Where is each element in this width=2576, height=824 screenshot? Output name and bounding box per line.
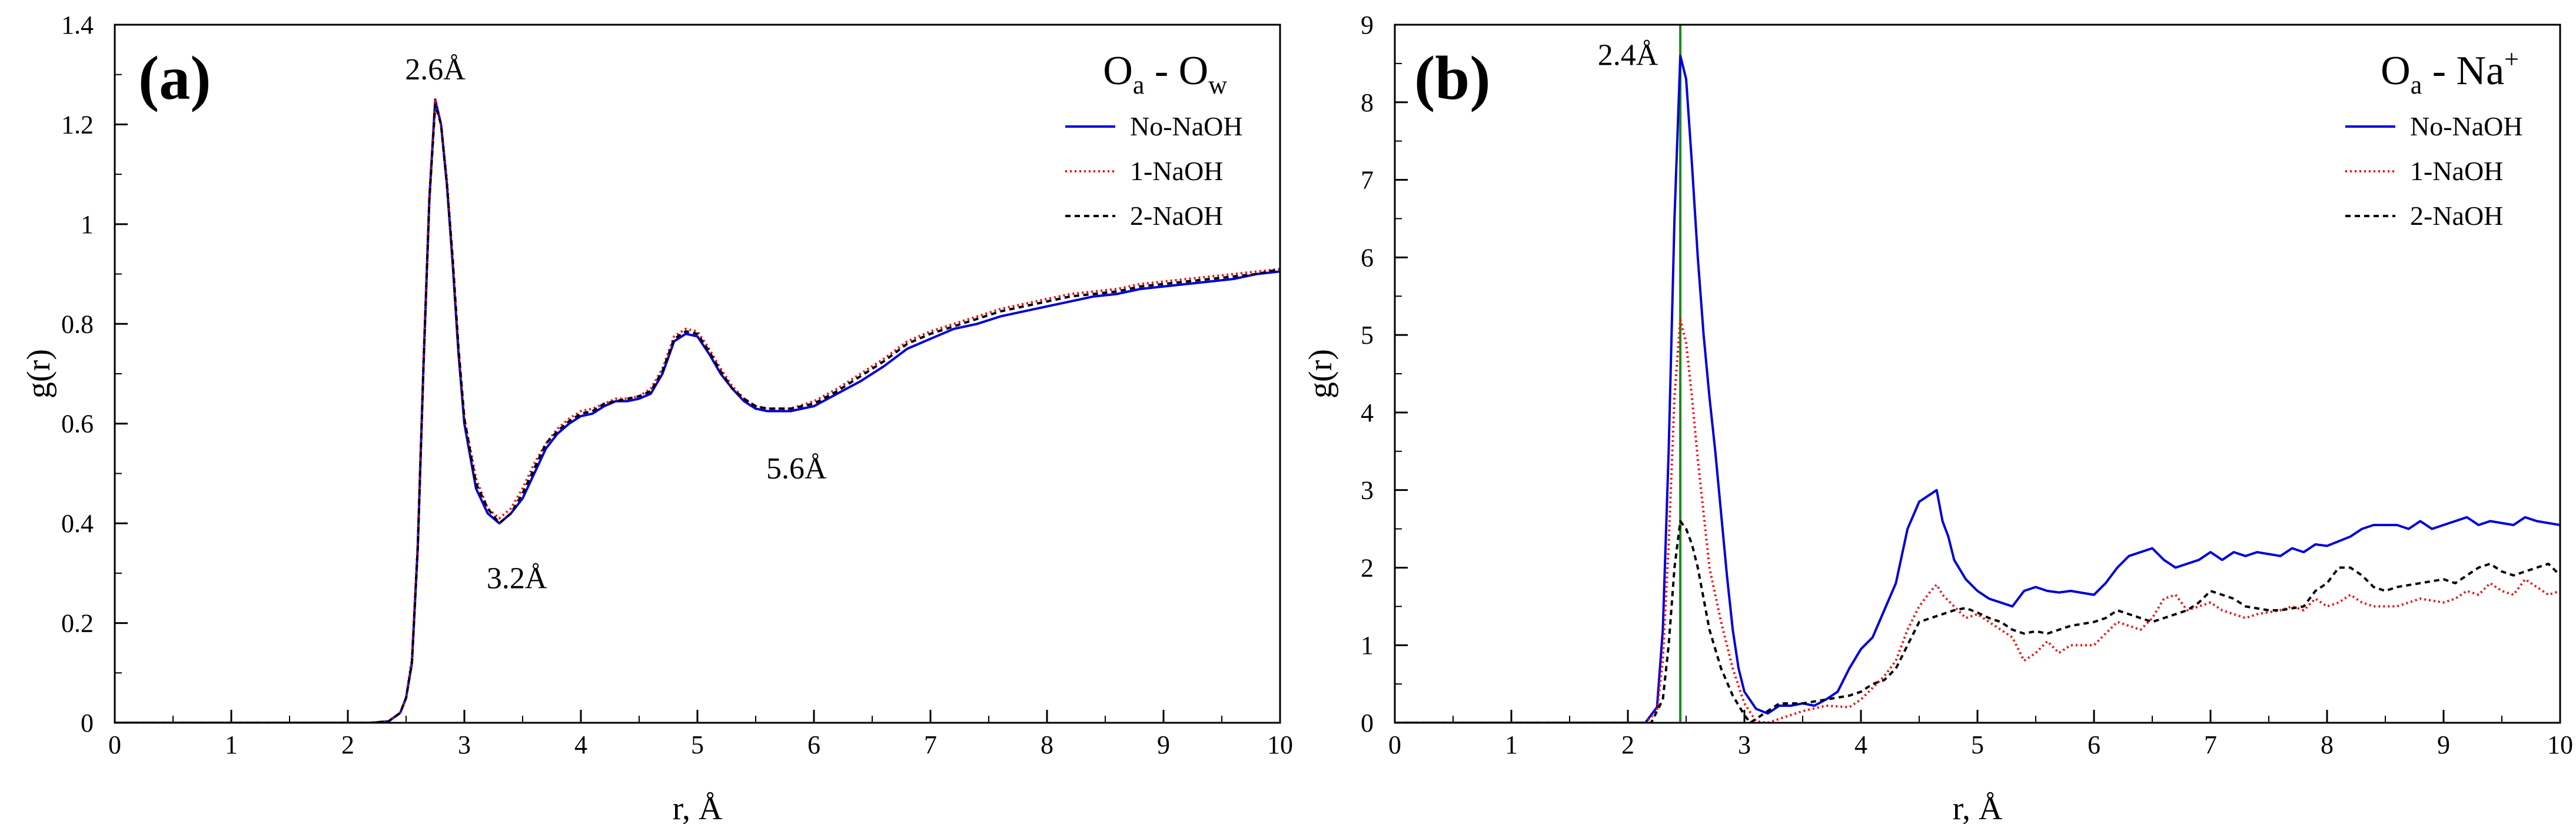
x-tick-label: 8 xyxy=(2321,730,2334,759)
peak-annotation: 2.6Å xyxy=(405,53,466,87)
y-tick-label: 7 xyxy=(1361,166,1374,195)
x-tick-label: 7 xyxy=(2204,730,2217,759)
x-tick-label: 3 xyxy=(458,730,471,759)
plot-frame xyxy=(114,24,1281,724)
legend-label-2-naoh: 2-NaOH xyxy=(2410,201,2503,231)
y-tick-label: 8 xyxy=(1361,88,1374,117)
y-axis-label: g(r) xyxy=(1302,349,1339,398)
title-part: - xyxy=(1144,48,1178,94)
x-tick-label: 4 xyxy=(1854,730,1867,759)
panel-a: 0 1 2 3 4 5 6 7 8 9 10 0 0.2 0.4 0.6 0.8 1 1.2 1.4 (a) r, … xyxy=(21,11,1293,824)
series-line-1-naoh xyxy=(1395,318,2560,723)
legend-label-1-naoh: 1-NaOH xyxy=(1130,156,1223,186)
title-part: O xyxy=(1103,48,1133,94)
y-tick-label: 2 xyxy=(1361,553,1374,582)
series-line-1-naoh xyxy=(115,98,1280,723)
y-axis-label: g(r) xyxy=(21,349,57,398)
x-tick-label: 10 xyxy=(1267,730,1293,759)
x-tick-label: 9 xyxy=(2437,730,2450,759)
y-tick-label: 3 xyxy=(1361,476,1374,505)
y-tick-label: 0 xyxy=(81,709,94,737)
legend: No-NaOH 1-NaOH 2-NaOH xyxy=(1065,111,1243,231)
title-subscript: a xyxy=(1133,71,1145,99)
title-superscript: + xyxy=(2504,45,2519,74)
y-tick-label: 1 xyxy=(1361,631,1374,660)
y-tick-label: 1.2 xyxy=(61,110,94,139)
y-tick-label: 9 xyxy=(1361,11,1374,39)
plot-frame xyxy=(1394,24,2561,724)
x-tick-label: 3 xyxy=(1738,730,1751,759)
title-subscript: a xyxy=(2411,71,2422,99)
x-tick-label: 2 xyxy=(341,730,354,759)
panel-label: (b) xyxy=(1414,44,1491,112)
title-part: O xyxy=(1179,48,1209,94)
x-tick-label: 9 xyxy=(1157,730,1170,759)
x-tick-label: 0 xyxy=(1388,730,1401,759)
peak-annotation: 2.4Å xyxy=(1598,39,1658,72)
peak-annotation: 5.6Å xyxy=(766,452,827,486)
x-tick-label: 1 xyxy=(1505,730,1518,759)
title-subscript: w xyxy=(1208,71,1227,99)
y-tick-label: 4 xyxy=(1361,398,1374,427)
y-tick-label: 5 xyxy=(1361,321,1374,350)
series-line-2-naoh xyxy=(1395,520,2560,723)
peak-annotation: 3.2Å xyxy=(487,561,547,595)
x-tick-label: 8 xyxy=(1041,730,1053,759)
x-tick-label: 4 xyxy=(574,730,587,759)
x-axis-label: r, Å xyxy=(1953,790,2003,824)
y-tick-label: 1 xyxy=(81,210,94,239)
title-part: - xyxy=(2422,48,2456,94)
y-tick-label: 0.4 xyxy=(61,509,94,538)
legend-label-no-naoh: No-NaOH xyxy=(1130,111,1243,141)
panel-label: (a) xyxy=(138,44,211,112)
title-part: Na xyxy=(2457,48,2505,94)
legend: No-NaOH 1-NaOH 2-NaOH xyxy=(2345,111,2523,231)
x-tick-label: 1 xyxy=(225,730,238,759)
title-part: O xyxy=(2381,48,2411,94)
x-tick-label: 5 xyxy=(1971,730,1984,759)
series-line-no-naoh xyxy=(115,98,1280,723)
y-tick-label: 0 xyxy=(1361,709,1374,737)
y-tick-label: 0.6 xyxy=(61,410,94,438)
x-tick-label: 5 xyxy=(691,730,704,759)
y-tick-label: 1.4 xyxy=(61,11,94,39)
chart-title: Oa - Na+ xyxy=(2381,45,2519,99)
legend-label-no-naoh: No-NaOH xyxy=(2410,111,2523,141)
legend-label-2-naoh: 2-NaOH xyxy=(1130,201,1223,231)
y-tick-label: 0.2 xyxy=(61,609,94,638)
x-tick-label: 7 xyxy=(924,730,937,759)
legend-label-1-naoh: 1-NaOH xyxy=(2410,156,2503,186)
x-tick-label: 2 xyxy=(1621,730,1634,759)
x-tick-label: 6 xyxy=(807,730,820,759)
y-tick-label: 6 xyxy=(1361,243,1374,272)
x-tick-label: 10 xyxy=(2547,730,2573,759)
x-axis-label: r, Å xyxy=(673,790,723,824)
series-line-no-naoh xyxy=(1395,54,2560,723)
x-tick-label: 6 xyxy=(2088,730,2100,759)
panel-b: 0 1 2 3 4 5 6 7 8 9 10 0 1 2 3 4 5 6 7 8 9 (b) r, Å g(r) Oa … xyxy=(1302,11,2573,824)
y-tick-label: 0.8 xyxy=(61,310,94,338)
chart-title: Oa - Ow xyxy=(1103,48,1227,99)
series-line-2-naoh xyxy=(115,103,1280,723)
x-tick-label: 0 xyxy=(108,730,121,759)
